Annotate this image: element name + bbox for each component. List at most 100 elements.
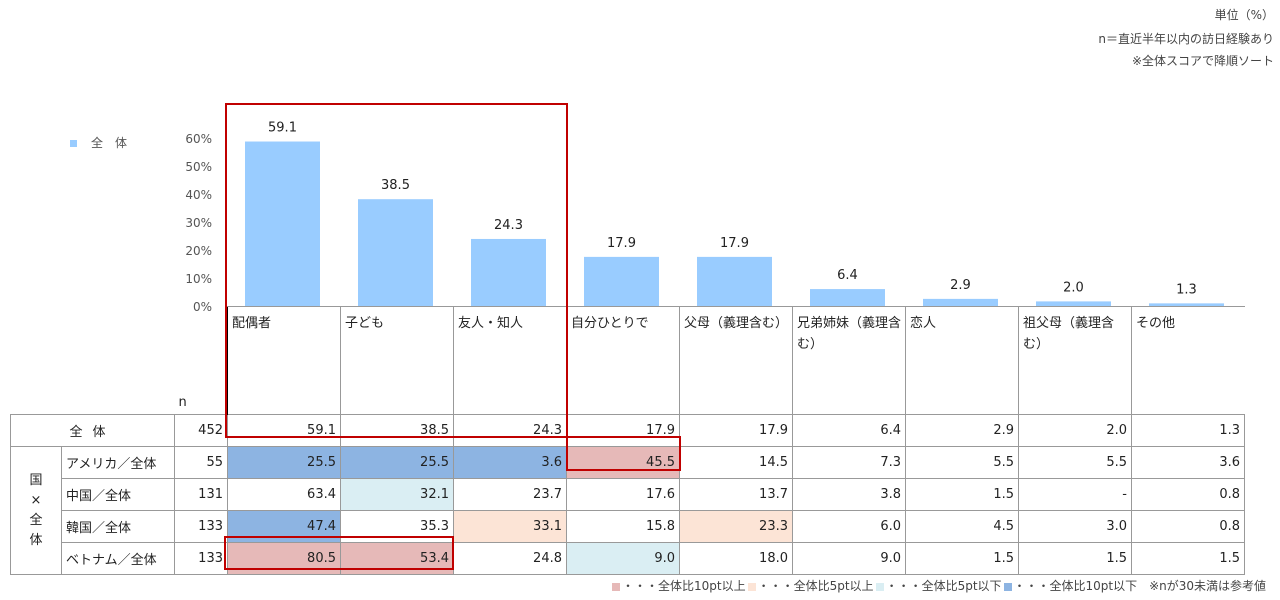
value-cell: 17.9 [679, 414, 793, 447]
value-cell: 7.3 [792, 446, 906, 479]
color-legend-item: ・・・全体比10pt以上 [612, 579, 746, 593]
bar [358, 199, 433, 307]
bar-data-label: 6.4 [837, 268, 858, 283]
value-cell: 5.5 [905, 446, 1019, 479]
n-header: n [178, 395, 187, 410]
y-tick-label: 30% [185, 216, 212, 230]
color-swatch [875, 582, 884, 591]
category-header: 自分ひとりで [566, 306, 680, 415]
y-tick-label: 0% [193, 300, 212, 314]
value-cell: 1.3 [1131, 414, 1245, 447]
value-cell: 3.0 [1018, 510, 1132, 543]
bar [1149, 303, 1224, 307]
value-cell: 24.8 [453, 542, 567, 575]
value-cell: 5.5 [1018, 446, 1132, 479]
color-legend-item: ・・・全体比5pt以下 [875, 579, 1002, 593]
value-cell: 0.8 [1131, 510, 1245, 543]
bar [810, 289, 885, 307]
color-legend-label: ・・・全体比10pt以上 [622, 579, 746, 593]
color-legend-label: ・・・全体比5pt以上 [757, 579, 874, 593]
value-cell: 18.0 [679, 542, 793, 575]
n-value: 131 [174, 478, 228, 511]
group-label: 国×全体 [10, 446, 62, 575]
value-cell: 38.5 [340, 414, 454, 447]
value-cell: 32.1 [340, 478, 454, 511]
color-swatch [612, 582, 620, 591]
header-spacer [62, 307, 175, 415]
color-legend-label: ・・・全体比5pt以下 [885, 579, 1002, 593]
value-cell: 2.9 [905, 414, 1019, 447]
value-cell: 24.3 [453, 414, 567, 447]
table-row: 国×全体 アメリカ／全体 55 25.5 25.5 3.6 45.5 14.5 7.3 5.5 5.… [10, 446, 1245, 575]
value-cell: 33.1 [453, 510, 567, 543]
y-tick-label: 10% [185, 272, 212, 286]
y-tick-label: 20% [185, 244, 212, 258]
n-value: 55 [174, 446, 228, 479]
value-cell: 63.4 [227, 478, 341, 511]
category-header: 兄弟姉妹（義理含む） [792, 306, 906, 415]
value-cell: 15.8 [566, 510, 680, 543]
legend-label: 全 体 [91, 136, 128, 150]
data-table: n 配偶者 子ども 友人・知人 自分ひとりで 父母（義理含む） 兄弟姉妹（義理含む） 恋人祖… [10, 306, 1245, 575]
category-header: 父母（義理含む） [679, 306, 793, 415]
value-cell: 6.4 [792, 414, 906, 447]
row-label: 韓国／全体 [61, 510, 175, 543]
value-cell: - [1018, 478, 1132, 511]
value-cell: 6.0 [792, 510, 906, 543]
value-cell: 25.5 [340, 446, 454, 479]
n-value: 133 [174, 510, 228, 543]
color-legend: ・・・全体比10pt以上 ・・・全体比5pt以上 ・・・全体比5pt以下 ・・・全体比… [612, 577, 1266, 594]
row-label: 全体 [10, 414, 175, 447]
color-legend-item: ・・・全体比5pt以上 [747, 579, 874, 593]
value-cell: 2.0 [1018, 414, 1132, 447]
value-cell: 4.5 [905, 510, 1019, 543]
y-tick-label: 50% [185, 160, 212, 174]
table-row: 韓国／全体 133 47.4 35.3 33.1 15.8 23.3 6.0 4.5 3.0 0.8 [11, 510, 1245, 543]
reference-note: ※nが30未満は参考値 [1149, 579, 1267, 593]
bar-data-label: 2.0 [1063, 280, 1084, 295]
sample-note: n＝直近半年以内の訪日経験あり [1098, 32, 1274, 46]
y-tick-label: 60% [185, 132, 212, 146]
bar-data-label: 2.9 [950, 278, 971, 293]
row-label: アメリカ／全体 [61, 446, 175, 479]
value-cell: 9.0 [792, 542, 906, 575]
value-cell: 3.6 [453, 446, 567, 479]
bar-chart: 0% 10% 20% 30% 40% 50% 60% 59.1 38.5 24.3 17.9 17.9… [185, 121, 1224, 314]
bar [245, 141, 320, 307]
value-cell: 25.5 [227, 446, 341, 479]
bar [584, 256, 659, 307]
bar-data-label: 17.9 [607, 236, 636, 251]
value-cell: 17.6 [566, 478, 680, 511]
category-header: 配偶者 [227, 306, 341, 415]
bar-data-label: 38.5 [381, 178, 410, 193]
legend-swatch [70, 140, 77, 147]
value-cell: 3.6 [1131, 446, 1245, 479]
unit-note: 単位（%） [1214, 8, 1274, 22]
bar [1036, 301, 1111, 307]
value-cell: 1.5 [1131, 542, 1245, 575]
value-cell: 80.5 [227, 542, 341, 575]
category-header: 祖父母（義理含む） [1018, 306, 1132, 415]
value-cell: 47.4 [227, 510, 341, 543]
y-tick-label: 40% [185, 188, 212, 202]
value-cell: 13.7 [679, 478, 793, 511]
bar-data-label: 17.9 [720, 236, 749, 251]
category-header: 恋人 [905, 306, 1019, 415]
bar [923, 298, 998, 307]
color-legend-label: ・・・全体比10pt以下 [1013, 579, 1138, 593]
row-label: 中国／全体 [61, 478, 175, 511]
n-value: 133 [174, 542, 228, 575]
n-value: 452 [174, 414, 228, 447]
table-row: 中国／全体 131 63.4 32.1 23.7 17.6 13.7 3.8 1.5-0.8 [11, 478, 1245, 511]
value-cell: 53.4 [340, 542, 454, 575]
header-spacer [11, 307, 62, 415]
bar-data-label: 1.3 [1176, 282, 1197, 297]
value-cell: 1.5 [1018, 542, 1132, 575]
table-row: 全体 452 59.1 38.5 24.3 17.9 17.9 6.4 2.9 2.0 1.3 [10, 414, 1245, 447]
sort-note: ※全体スコアで降順ソート [1131, 54, 1274, 68]
value-cell: 59.1 [227, 414, 341, 447]
color-legend-item: ・・・全体比10pt以下 [1003, 579, 1138, 593]
bar-data-label: 59.1 [268, 121, 297, 136]
category-header: 友人・知人 [453, 306, 567, 415]
value-cell: 1.5 [905, 542, 1019, 575]
